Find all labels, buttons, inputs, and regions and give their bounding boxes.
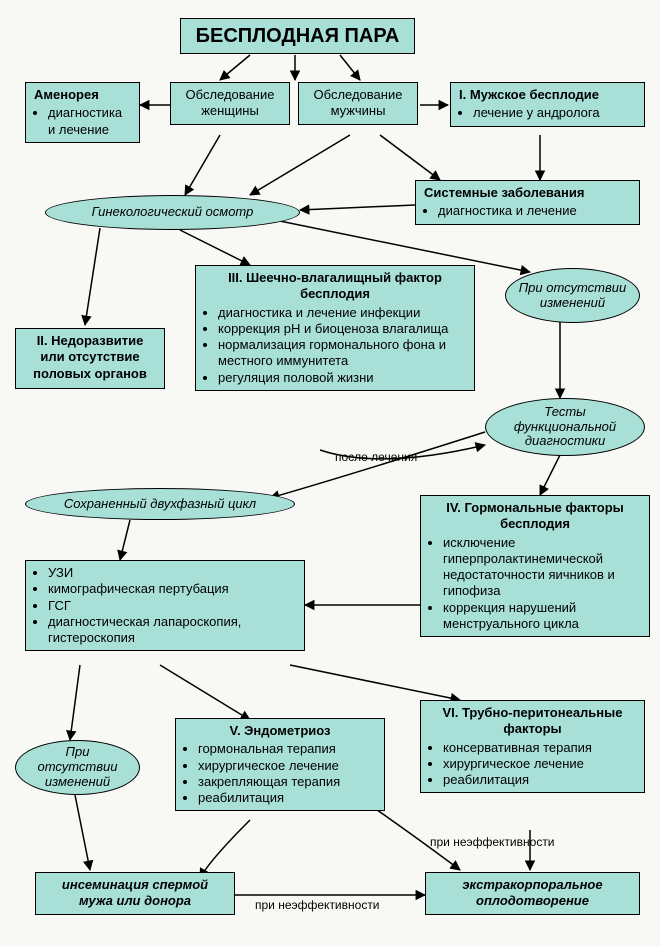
tubal-title: VI. Трубно-перитонеальные факторы bbox=[429, 705, 636, 738]
ellipse-gyn-exam: Гинекологический осмотр bbox=[45, 195, 300, 230]
systemic-item: диагностика и лечение bbox=[438, 203, 631, 219]
node-male-infertility: I. Мужское бесплодие лечение у андролога bbox=[450, 82, 645, 127]
tubal-item-1: хирургическое лечение bbox=[443, 756, 636, 772]
cervical-title: III. Шеечно-влагалищный фактор бесплодия bbox=[204, 270, 466, 303]
male-inf-item: лечение у андролога bbox=[473, 105, 636, 121]
node-exam-man: Обследование мужчины bbox=[298, 82, 418, 125]
ellipse-func-tests: Тесты функциональной диагностики bbox=[485, 398, 645, 456]
tubal-item-2: реабилитация bbox=[443, 772, 636, 788]
func-tests-text: Тесты функциональной диагностики bbox=[496, 405, 634, 450]
cervical-item-2: нормализация гормонального фона и местно… bbox=[218, 337, 466, 370]
biphasic-text: Сохраненный двухфазный цикл bbox=[64, 497, 256, 512]
amenorrhea-title: Аменорея bbox=[34, 87, 131, 103]
exam-woman-title: Обследование женщины bbox=[186, 87, 275, 118]
insemination-text: инсеминация спермой мужа или донора bbox=[62, 877, 208, 908]
tubal-item-0: консервативная терапия bbox=[443, 740, 636, 756]
node-systemic: Системные заболевания диагностика и лече… bbox=[415, 180, 640, 225]
node-cervical: III. Шеечно-влагалищный фактор бесплодия… bbox=[195, 265, 475, 391]
node-tubal: VI. Трубно-перитонеальные факторы консер… bbox=[420, 700, 645, 793]
cervical-item-1: коррекция pH и биоценоза влагалища bbox=[218, 321, 466, 337]
node-endometriosis: V. Эндометриоз гормональная терапия хиру… bbox=[175, 718, 385, 811]
header-text: БЕСПЛОДНАЯ ПАРА bbox=[196, 24, 400, 49]
node-insemination: инсеминация спермой мужа или донора bbox=[35, 872, 235, 915]
header-node: БЕСПЛОДНАЯ ПАРА bbox=[180, 18, 415, 54]
uzi-item-0: УЗИ bbox=[48, 565, 296, 581]
uzi-item-2: ГСГ bbox=[48, 598, 296, 614]
ivf-text: экстракорпоральное оплодотворение bbox=[462, 877, 602, 908]
endo-item-3: реабилитация bbox=[198, 790, 376, 806]
male-inf-title: I. Мужское бесплодие bbox=[459, 87, 636, 103]
hormonal-item-0: исключение гиперпролактинемической недос… bbox=[443, 535, 641, 600]
endo-item-2: закрепляющая терапия bbox=[198, 774, 376, 790]
ellipse-biphasic: Сохраненный двухфазный цикл bbox=[25, 488, 295, 520]
amenorrhea-item: диагностика и лечение bbox=[48, 105, 131, 138]
node-uzi: УЗИ кимографическая пертубация ГСГ диагн… bbox=[25, 560, 305, 651]
node-hormonal: IV. Гормональные факторы бесплодия исклю… bbox=[420, 495, 650, 637]
uzi-item-3: диагностическая лапароскопия, гистероско… bbox=[48, 614, 296, 647]
cervical-item-0: диагностика и лечение инфекции bbox=[218, 305, 466, 321]
ellipse-no-changes-2: При отсутствии изменений bbox=[15, 740, 140, 795]
endo-title: V. Эндометриоз bbox=[184, 723, 376, 739]
no-changes-2-text: При отсутствии изменений bbox=[26, 745, 129, 790]
node-underdevelopment: II. Недоразвитие или отсутствие половых … bbox=[15, 328, 165, 389]
exam-man-title: Обследование мужчины bbox=[314, 87, 403, 118]
node-exam-woman: Обследование женщины bbox=[170, 82, 290, 125]
endo-item-0: гормональная терапия bbox=[198, 741, 376, 757]
underdev-title: II. Недоразвитие или отсутствие половых … bbox=[24, 333, 156, 382]
uzi-item-1: кимографическая пертубация bbox=[48, 581, 296, 597]
no-changes-1-text: При отсутствии изменений bbox=[516, 281, 629, 311]
hormonal-item-1: коррекция нарушений менструального цикла bbox=[443, 600, 641, 633]
ellipse-no-changes-1: При отсутствии изменений bbox=[505, 268, 640, 323]
endo-item-1: хирургическое лечение bbox=[198, 758, 376, 774]
hormonal-title: IV. Гормональные факторы бесплодия bbox=[429, 500, 641, 533]
label-ineffective-2: при неэффективности bbox=[255, 898, 380, 912]
label-after-treatment: после лечения bbox=[335, 450, 417, 464]
node-ivf: экстракорпоральное оплодотворение bbox=[425, 872, 640, 915]
label-ineffective-1: при неэффективности bbox=[430, 835, 555, 849]
gyn-exam-text: Гинекологический осмотр bbox=[92, 205, 254, 220]
node-amenorrhea: Аменорея диагностика и лечение bbox=[25, 82, 140, 143]
cervical-item-3: регуляция половой жизни bbox=[218, 370, 466, 386]
systemic-title: Системные заболевания bbox=[424, 185, 631, 201]
